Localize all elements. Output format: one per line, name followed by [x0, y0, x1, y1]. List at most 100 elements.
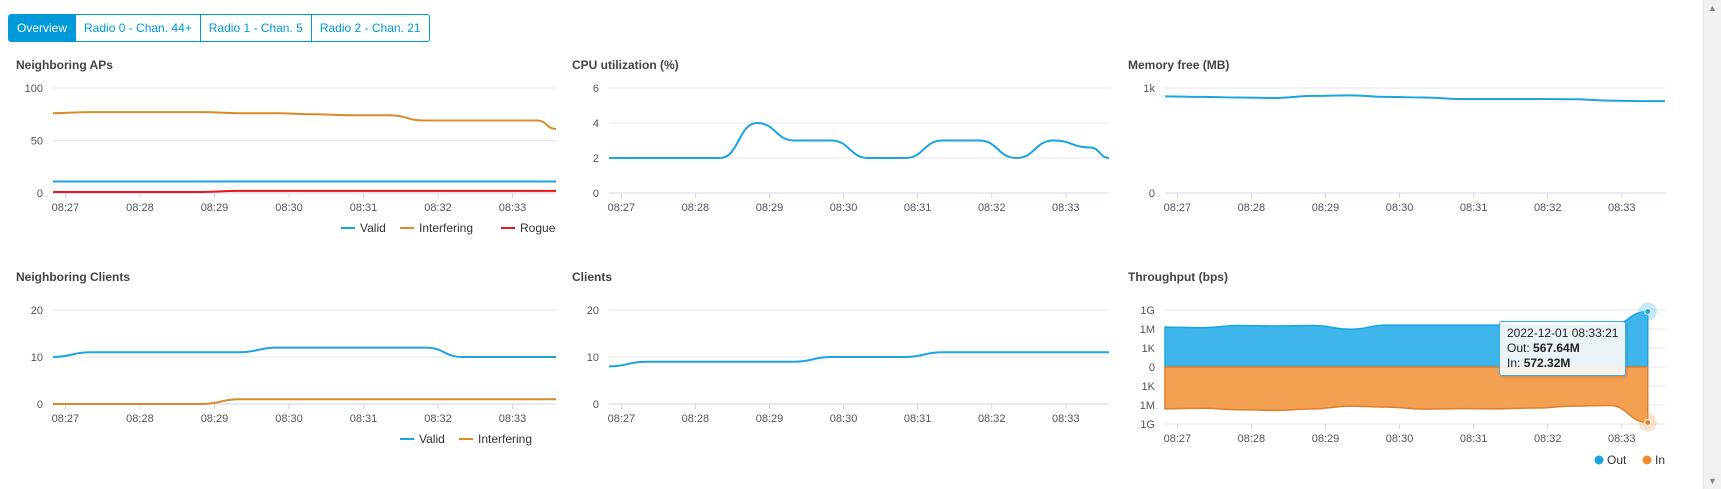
legend-out-icon [1594, 455, 1604, 465]
y-tick-label: 0 [37, 399, 43, 411]
y-tick-label: 50 [31, 136, 43, 148]
x-tick-label: 08:33 [1608, 202, 1636, 214]
panel-title: Clients [572, 270, 613, 284]
tab-2[interactable]: Radio 1 - Chan. 5 [199, 15, 311, 41]
x-tick-label: 08:29 [201, 202, 229, 214]
x-tick-label: 08:28 [1238, 433, 1266, 445]
tab-0[interactable]: Overview [9, 15, 76, 41]
legend-out: Out [1607, 453, 1627, 467]
x-tick-label: 08:32 [1534, 202, 1562, 214]
y-tick-label: 20 [31, 305, 43, 317]
legend-rogue: Rogue [520, 221, 556, 235]
scroll-up-icon[interactable]: ▲ [1708, 3, 1717, 13]
x-tick-label: 08:28 [126, 413, 154, 425]
x-tick-label: 08:29 [756, 202, 784, 214]
y-tick-label: 10 [587, 352, 599, 364]
x-tick-label: 08:30 [1386, 433, 1414, 445]
y-tick-label: 0 [593, 399, 599, 411]
legend-in: In [1655, 453, 1665, 467]
x-tick-label: 08:31 [350, 413, 378, 425]
x-tick-label: 08:30 [275, 202, 303, 214]
tab-1[interactable]: Radio 0 - Chan. 44+ [75, 15, 200, 41]
legend-valid: Valid [419, 432, 445, 446]
hover-point-out [1644, 308, 1652, 316]
throughput-panel: Throughput (bps) 1G 1M 1K 0 1K 1M 1G 08:27 08:28… [1120, 270, 1665, 470]
panel-title: Throughput (bps) [1128, 270, 1228, 284]
x-tick-label: 08:31 [1460, 433, 1488, 445]
clients-panel: Clients 0 10 20 08:27 08:28 08:29 08:30 08:31 08… [564, 270, 1110, 470]
legend-in-icon [1642, 455, 1652, 465]
x-tick-label: 08:31 [1460, 202, 1488, 214]
y-tick-label: 20 [587, 305, 599, 317]
x-tick-label: 08:27 [608, 202, 636, 214]
y-tick-label: 1G [1140, 305, 1155, 317]
x-tick-label: 08:27 [1164, 202, 1192, 214]
x-tick-label: 08:29 [201, 413, 229, 425]
y-tick-label: 0 [593, 188, 599, 200]
x-tick-label: 08:30 [1386, 202, 1414, 214]
x-tick-label: 08:28 [1238, 202, 1266, 214]
radio-tabs: Overview Radio 0 - Chan. 44+ Radio 1 - Cha… [8, 14, 430, 42]
x-tick-label: 08:32 [424, 413, 452, 425]
x-tick-label: 08:32 [978, 202, 1006, 214]
x-tick-label: 08:28 [682, 413, 710, 425]
tooltip-in-label: In: [1507, 356, 1521, 370]
cpu-panel: CPU utilization (%) 0 2 4 6 08:27 08:28 08:29 0… [564, 58, 1110, 258]
panel-title: CPU utilization (%) [572, 58, 679, 72]
series-line-interfering [52, 111, 557, 130]
y-tick-label: 100 [25, 83, 43, 95]
neighboring-clients-chart: 0 10 20 08:27 08:28 08:29 08:30 08:31 08:32 08:33… [31, 305, 557, 446]
tooltip-out-label: Out: [1507, 341, 1530, 355]
series-area-in [1164, 366, 1649, 424]
panel-title: Memory free (MB) [1128, 58, 1230, 72]
legend-valid: Valid [360, 221, 386, 235]
y-tick-label: 1M [1140, 324, 1155, 336]
x-tick-label: 08:31 [904, 413, 932, 425]
tooltip-out: Out: 567.64M [1507, 341, 1618, 356]
series-line-interfering [53, 398, 556, 405]
x-tick-label: 08:32 [1534, 433, 1562, 445]
x-tick-label: 08:27 [52, 413, 80, 425]
y-tick-label: 0 [37, 188, 43, 200]
series-line-0 [1164, 94, 1665, 103]
tooltip-in-value: 572.32M [1523, 356, 1571, 370]
legend-interfering: Interfering [478, 432, 532, 446]
tooltip-in: In: 572.32M [1507, 356, 1618, 371]
x-tick-label: 08:30 [275, 413, 303, 425]
hover-point-in [1644, 418, 1652, 426]
memory-chart: 0 1k 08:27 08:28 08:29 08:30 08:31 08:32 08:33 [1143, 83, 1666, 214]
series-line-rogue [53, 189, 556, 193]
y-tick-label: 0 [1149, 188, 1155, 200]
cpu-chart: 0 2 4 6 08:27 08:28 08:29 08:30 08:31 08:32 08:33 [593, 83, 1110, 214]
x-tick-label: 08:30 [830, 413, 858, 425]
x-tick-label: 08:33 [499, 413, 527, 425]
x-tick-label: 08:27 [1164, 433, 1192, 445]
y-tick-label: 1M [1140, 400, 1155, 412]
x-tick-label: 08:27 [608, 413, 636, 425]
scroll-down-icon[interactable]: ▼ [1708, 476, 1717, 486]
neighboring-aps-panel: Neighboring APs 0 50 100 08:27 08:28 08:29 08:… [8, 58, 557, 258]
page-scrollbar[interactable]: ▲ ▼ [1703, 0, 1721, 489]
series-line-0 [608, 351, 1109, 368]
legend-interfering: Interfering [419, 221, 473, 235]
y-tick-label: 2 [593, 153, 599, 165]
series-line-0 [609, 121, 1110, 160]
y-tick-label: 1K [1142, 381, 1156, 393]
x-tick-label: 08:28 [126, 202, 154, 214]
x-tick-label: 08:32 [424, 202, 452, 214]
y-tick-label: 0 [1149, 362, 1155, 374]
x-tick-label: 08:28 [682, 202, 710, 214]
panel-title: Neighboring APs [16, 58, 113, 72]
x-tick-label: 08:33 [1052, 202, 1080, 214]
y-tick-label: 10 [31, 352, 43, 364]
tab-3[interactable]: Radio 2 - Chan. 21 [310, 15, 429, 41]
y-tick-label: 1k [1143, 83, 1155, 95]
x-tick-label: 08:30 [830, 202, 858, 214]
x-tick-label: 08:33 [499, 202, 527, 214]
x-tick-label: 08:32 [978, 413, 1006, 425]
tooltip-date: 2022-12-01 08:33:21 [1507, 326, 1619, 340]
x-tick-label: 08:33 [1052, 413, 1080, 425]
x-tick-label: 08:29 [756, 413, 784, 425]
series-line-valid [52, 346, 556, 358]
neighboring-clients-panel: Neighboring Clients 0 10 20 08:27 08:28 08:29… [8, 270, 557, 470]
